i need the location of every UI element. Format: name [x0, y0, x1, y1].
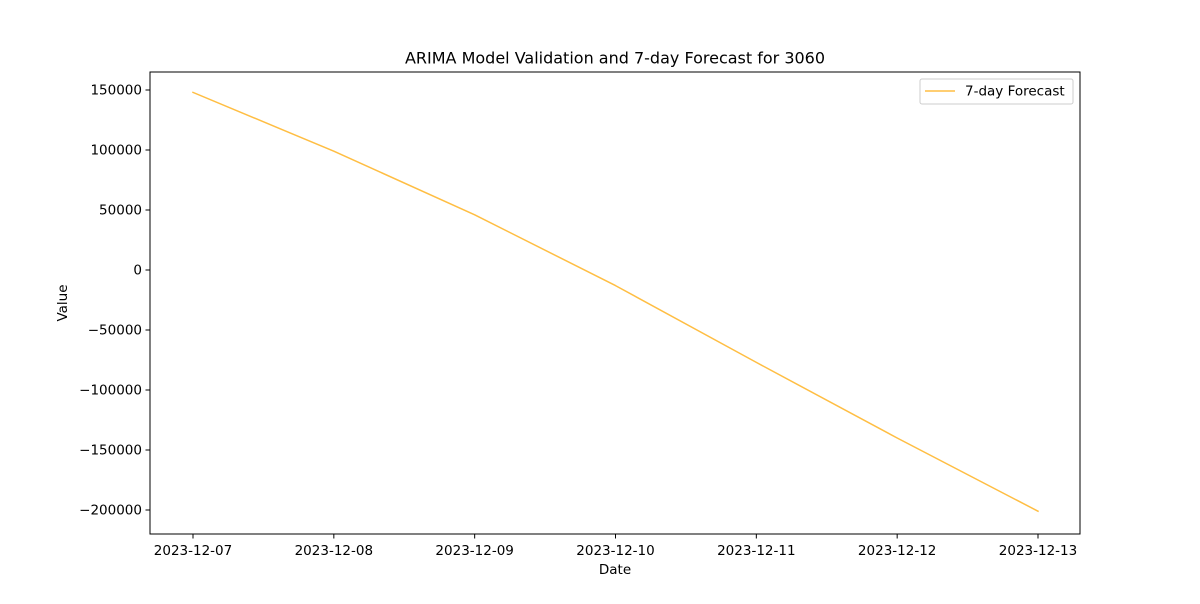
x-tick-label: 2023-12-08	[295, 543, 373, 559]
y-axis-label: Value	[55, 284, 71, 321]
x-tick-label: 2023-12-09	[435, 543, 513, 559]
y-tick-label: −150000	[79, 443, 142, 459]
x-tick-label: 2023-12-10	[576, 543, 654, 559]
plot-area: 150000 100000 50000 0 −50000 −100000 −150000 −2…	[79, 71, 1081, 559]
x-tick-label: 2023-12-07	[154, 543, 232, 559]
x-tick-label: 2023-12-12	[858, 543, 936, 559]
y-tick-label: 50000	[99, 203, 142, 219]
chart-title: ARIMA Model Validation and 7-day Forecas…	[405, 49, 825, 68]
y-tick-label: −200000	[79, 503, 142, 519]
series-line-0	[192, 91, 1040, 513]
y-tick-label: −50000	[88, 323, 142, 339]
axes-frame	[149, 71, 1081, 535]
legend: 7-day Forecast	[919, 78, 1074, 105]
x-tick-label: 2023-12-11	[717, 543, 795, 559]
x-tick-label: 2023-12-13	[999, 543, 1077, 559]
legend-label: 7-day Forecast	[965, 84, 1065, 100]
y-tick-label: 150000	[90, 83, 142, 99]
legend-frame	[919, 78, 1074, 105]
x-axis-label: Date	[599, 562, 631, 578]
y-tick-label: 100000	[90, 143, 142, 159]
y-tick-label: −100000	[79, 383, 142, 399]
y-tick-label: 0	[133, 263, 142, 279]
